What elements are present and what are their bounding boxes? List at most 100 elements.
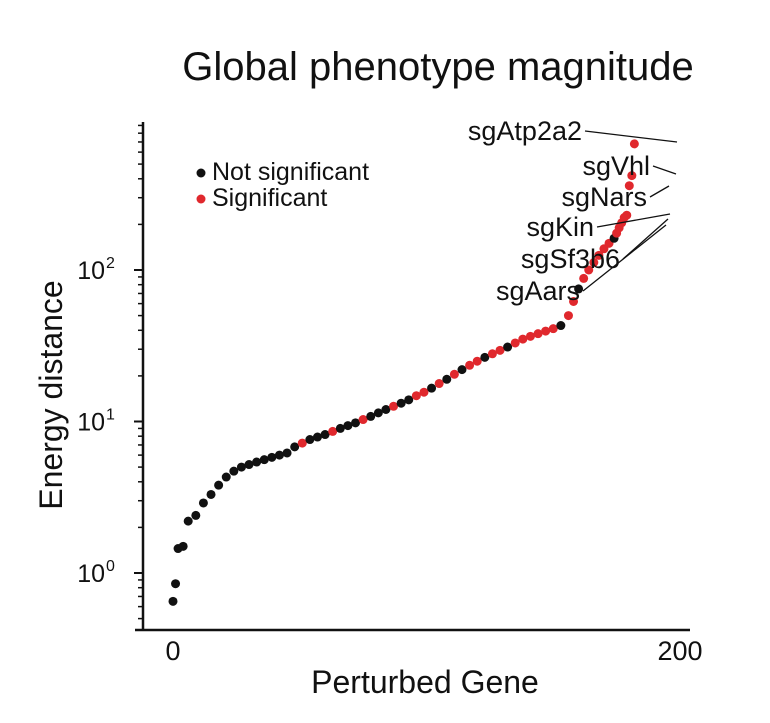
point-significant: [328, 426, 338, 436]
point-significant: [627, 171, 637, 181]
point-not-significant: [267, 452, 277, 462]
annotation-sgaars: sgAars: [496, 224, 667, 306]
point-not-significant: [290, 442, 300, 452]
point-not-significant: [214, 480, 224, 490]
point-not-significant: [236, 462, 246, 472]
point-not-significant: [274, 450, 284, 460]
point-significant: [533, 329, 543, 339]
point-significant: [594, 250, 604, 260]
y-axis-label: Energy distance: [33, 280, 69, 509]
annotation-leader-line: [584, 130, 678, 143]
legend-marker-not-significant: [196, 168, 206, 178]
y-tick-exponent: 0: [106, 558, 115, 575]
point-not-significant: [221, 472, 231, 482]
point-not-significant: [427, 383, 437, 393]
y-tick-base: 10: [77, 560, 105, 588]
legend-label-significant: Significant: [212, 184, 327, 212]
annotation-label: sgKin: [526, 212, 594, 242]
y-tick-exponent: 1: [106, 407, 115, 424]
annotation-label: sgVhl: [582, 151, 650, 181]
annotation-label: sgAars: [496, 276, 580, 306]
chart-title: Global phenotype magnitude: [182, 45, 693, 89]
annotation-sgkin: sgKin: [526, 212, 671, 242]
annotation-sgsf3b6: sgSf3b6: [521, 218, 669, 274]
annotation-label: sgAtp2a2: [468, 116, 582, 146]
legend: Not significant Significant: [196, 158, 369, 212]
point-significant: [622, 210, 632, 220]
x-tick-label: 200: [657, 636, 702, 666]
point-not-significant: [396, 398, 406, 408]
point-not-significant: [366, 411, 376, 421]
y-tick-label: 10 0: [77, 558, 115, 588]
point-significant: [579, 273, 589, 283]
point-not-significant: [191, 510, 201, 520]
point-not-significant: [574, 284, 584, 294]
point-not-significant: [282, 448, 292, 458]
point-not-significant: [244, 460, 254, 470]
point-not-significant: [442, 374, 452, 384]
y-tick-base: 10: [77, 409, 105, 437]
point-not-significant: [351, 418, 361, 428]
annotation-leader-line: [622, 218, 669, 260]
point-significant: [624, 181, 634, 191]
point-not-significant: [457, 365, 467, 375]
point-significant: [563, 311, 573, 321]
y-axis-ticks: [134, 124, 143, 620]
point-significant: [472, 356, 482, 366]
annotation-leader-line: [652, 165, 677, 175]
legend-label-not-significant: Not significant: [212, 158, 369, 186]
y-tick-base: 10: [77, 257, 105, 285]
point-not-significant: [183, 516, 193, 526]
point-significant: [589, 258, 599, 268]
point-significant: [434, 379, 444, 389]
point-significant: [548, 324, 558, 334]
point-not-significant: [373, 408, 383, 418]
point-not-significant: [206, 489, 216, 499]
point-significant: [358, 415, 368, 425]
point-significant: [541, 326, 551, 336]
point-not-significant: [305, 435, 315, 445]
point-not-significant: [404, 395, 414, 405]
x-axis-tick-labels: 0 200: [165, 636, 702, 666]
point-significant: [465, 360, 475, 370]
point-not-significant: [178, 541, 188, 551]
x-tick-label: 0: [165, 636, 180, 666]
point-not-significant: [381, 405, 391, 415]
annotation-sgnars: sgNars: [561, 182, 670, 212]
annotation-sgvhl: sgVhl: [582, 151, 677, 181]
point-not-significant: [259, 455, 269, 465]
annotation-leader-line: [582, 224, 667, 292]
point-significant: [629, 139, 639, 149]
point-significant: [411, 391, 421, 401]
x-axis-label: Perturbed Gene: [311, 664, 539, 700]
point-not-significant: [168, 596, 178, 606]
point-significant: [525, 331, 535, 341]
point-significant: [487, 349, 497, 359]
point-not-significant: [503, 342, 513, 352]
point-significant: [419, 387, 429, 397]
point-significant: [510, 338, 520, 348]
annotation-label: sgSf3b6: [521, 244, 620, 274]
data-points: [168, 139, 639, 606]
point-not-significant: [198, 498, 208, 508]
point-not-significant: [335, 423, 345, 433]
y-tick-label: 10 2: [77, 255, 115, 285]
point-not-significant: [480, 352, 490, 362]
annotation-label: sgNars: [561, 182, 647, 212]
point-significant: [449, 369, 459, 379]
point-not-significant: [252, 457, 262, 467]
point-not-significant: [556, 321, 566, 331]
point-significant: [495, 345, 505, 355]
y-tick-exponent: 2: [106, 255, 115, 272]
point-not-significant: [229, 466, 239, 476]
point-significant: [389, 401, 399, 411]
point-not-significant: [343, 421, 353, 431]
point-not-significant: [312, 432, 322, 442]
annotation-leader-line: [596, 213, 671, 228]
annotation-leader-line: [649, 185, 670, 198]
point-not-significant: [171, 579, 181, 589]
point-significant: [584, 265, 594, 275]
